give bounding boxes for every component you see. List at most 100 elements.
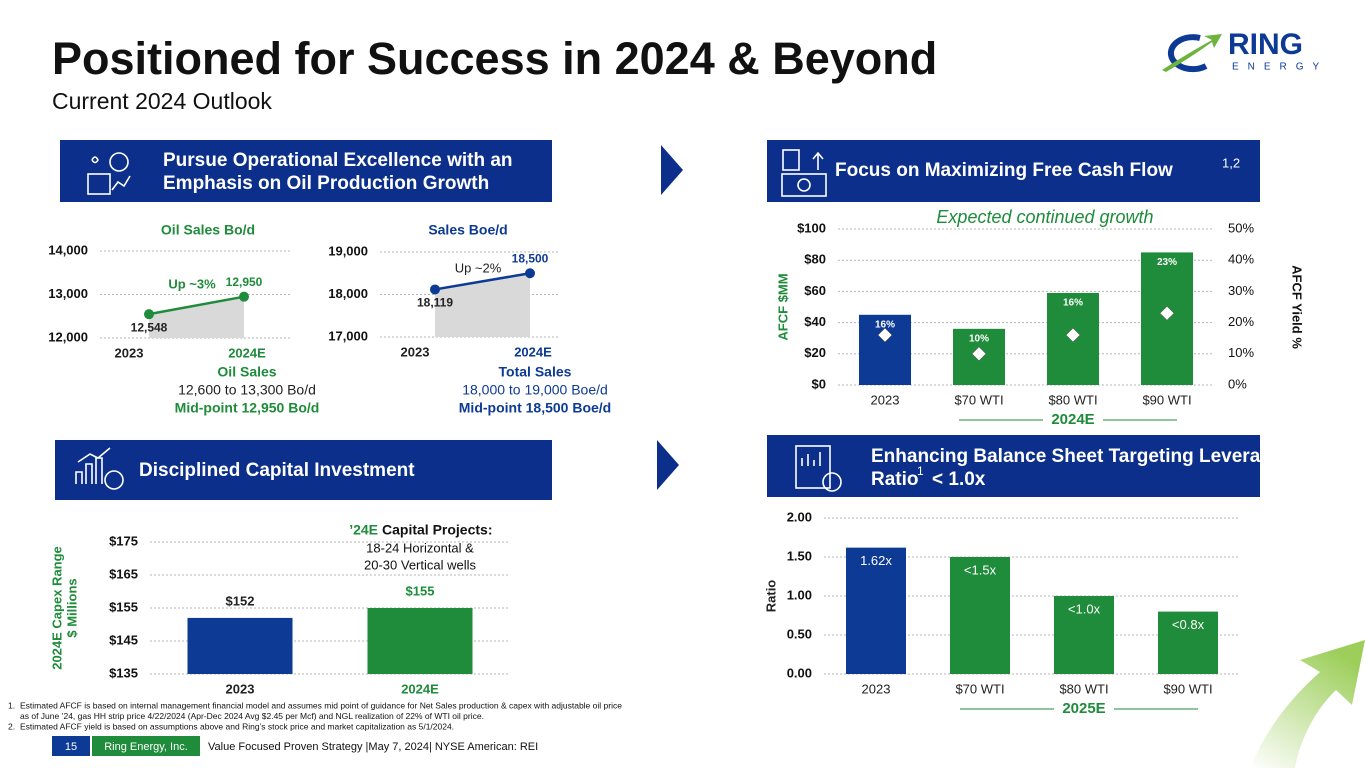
logo-name: RING <box>1228 28 1303 61</box>
y-tick-label: 12,000 <box>48 329 88 344</box>
bar <box>846 547 906 674</box>
yield-label: 23% <box>1157 257 1177 268</box>
caption-title: Total Sales <box>499 364 572 380</box>
x-tick-label: $90 WTI <box>1163 681 1212 696</box>
y-tick-label: 0.00 <box>787 665 812 680</box>
logo-arrow <box>1162 34 1222 72</box>
caption-midpoint: Mid-point 18,500 Boe/d <box>459 400 611 416</box>
bar <box>1158 611 1218 674</box>
banner-text: Enhancing Balance Sheet Targeting Levera… <box>871 446 1282 490</box>
banner-superscript: 1,2 <box>1222 155 1240 170</box>
y-tick-label: 17,000 <box>328 328 368 343</box>
y-tick-label: $155 <box>109 599 138 614</box>
bar <box>367 608 473 674</box>
banner-title: Pursue Operational Excellence with an <box>163 150 513 171</box>
logo: RING ENERGY <box>1162 28 1328 73</box>
annotation-line: 18-24 Horizontal & <box>366 540 474 555</box>
value-label: 18,500 <box>512 251 549 265</box>
company-name: Ring Energy, Inc. <box>104 741 188 753</box>
y-tick-label: $100 <box>797 220 826 235</box>
y-tick-label: $20 <box>804 345 826 360</box>
decorative-arrow <box>1250 640 1365 768</box>
banner-title: Disciplined Capital Investment <box>139 460 415 481</box>
y-tick-label: 1.00 <box>787 587 812 602</box>
value-label: $155 <box>406 583 435 598</box>
y-tick-label: 1.50 <box>787 548 812 563</box>
yield-marker <box>877 327 893 343</box>
y-tick-label: $175 <box>109 533 138 548</box>
value-label: <1.0x <box>1068 601 1101 616</box>
icon <box>75 447 124 490</box>
icon <box>87 152 131 195</box>
point <box>430 284 440 295</box>
y-axis-label: Ratio <box>763 580 778 613</box>
y-tick-label: $135 <box>109 665 138 680</box>
bar <box>187 617 293 674</box>
y-tick-label: 19,000 <box>328 243 368 258</box>
x-tick-label: 2023 <box>226 681 255 696</box>
point <box>239 291 249 302</box>
annotation: Up ~3% <box>168 276 216 291</box>
x-tick-label: $80 WTI <box>1048 392 1097 407</box>
value-label: 12,548 <box>131 320 168 334</box>
point <box>525 268 535 279</box>
banner-title: < 1.0x <box>932 469 986 490</box>
annotation: Expected continued growth <box>936 207 1153 227</box>
yield-label: 16% <box>875 319 895 330</box>
footnote-number: 2. <box>8 721 15 731</box>
y-tick-label: 0.50 <box>787 626 812 641</box>
y-axis-label: $ Millions <box>64 578 79 637</box>
x-tick-label: 2023 <box>862 681 891 696</box>
x-tick-label: 2023 <box>871 392 900 407</box>
x-tick-label: 2024E <box>514 344 552 359</box>
value-label: <0.8x <box>1172 617 1205 632</box>
x-tick-label: $70 WTI <box>954 392 1003 407</box>
annotation-year: ’24E <box>349 522 378 538</box>
yield-marker <box>971 346 987 362</box>
value-label: $152 <box>226 593 255 608</box>
y-tick-label: $60 <box>804 283 826 298</box>
annotation: Up ~2% <box>455 260 502 275</box>
x-tick-label: 2023 <box>115 345 144 360</box>
footnotes: 1. Estimated AFCF is based on internal ma… <box>8 700 622 731</box>
banner-superscript: 1 <box>917 464 924 478</box>
y-tick-label: 0% <box>1228 376 1247 391</box>
y2-axis-label: AFCF Yield % <box>1290 265 1305 349</box>
x-tick-label: 2023 <box>401 344 430 359</box>
chart-title: Oil Sales Bo/d <box>161 222 255 238</box>
x-tick-label: 2024E <box>401 681 439 696</box>
x-tick-label: 2024E <box>228 345 266 360</box>
y-tick-label: 14,000 <box>48 242 88 257</box>
footer-tagline: Value Focused Proven Strategy |May 7, 20… <box>208 741 538 753</box>
logo-ring <box>1167 34 1208 73</box>
y-axis-label: AFCF $MM <box>775 273 790 340</box>
value-label: 12,950 <box>226 275 263 289</box>
y-tick-label: 18,000 <box>328 286 368 301</box>
company-box <box>92 736 200 756</box>
page-number: 15 <box>65 741 77 753</box>
bar <box>859 314 911 385</box>
footnote-text: Estimated AFCF yield is based on assumpt… <box>20 721 454 731</box>
logo-tagline: ENERGY <box>1232 62 1328 73</box>
group-label: 2025E <box>1062 700 1105 717</box>
banner-title: Enhancing Balance Sheet Targeting Levera… <box>871 446 1282 467</box>
chevron <box>661 145 683 195</box>
y-tick-label: 13,000 <box>48 286 88 301</box>
banner <box>767 435 1260 497</box>
yield-label: 16% <box>1063 298 1083 309</box>
footnote-number: 1. <box>8 700 15 710</box>
banner <box>55 440 552 500</box>
x-tick-label: $80 WTI <box>1059 681 1108 696</box>
slide-subtitle: Current 2024 Outlook <box>52 88 272 114</box>
footnote-text: Estimated AFCF is based on internal mana… <box>20 700 622 710</box>
area <box>149 296 244 338</box>
line <box>148 295 245 316</box>
bar <box>1054 596 1114 674</box>
caption-midpoint: Mid-point 12,950 Bo/d <box>175 400 320 416</box>
banner-title: Ratio <box>871 469 919 490</box>
annotation-line: 20-30 Vertical wells <box>364 557 476 572</box>
y-tick-label: 40% <box>1228 252 1254 267</box>
y-axis-label: 2024E Capex Range <box>49 546 64 670</box>
y-tick-label: $165 <box>109 566 138 581</box>
group-label: 2024E <box>1051 411 1094 428</box>
